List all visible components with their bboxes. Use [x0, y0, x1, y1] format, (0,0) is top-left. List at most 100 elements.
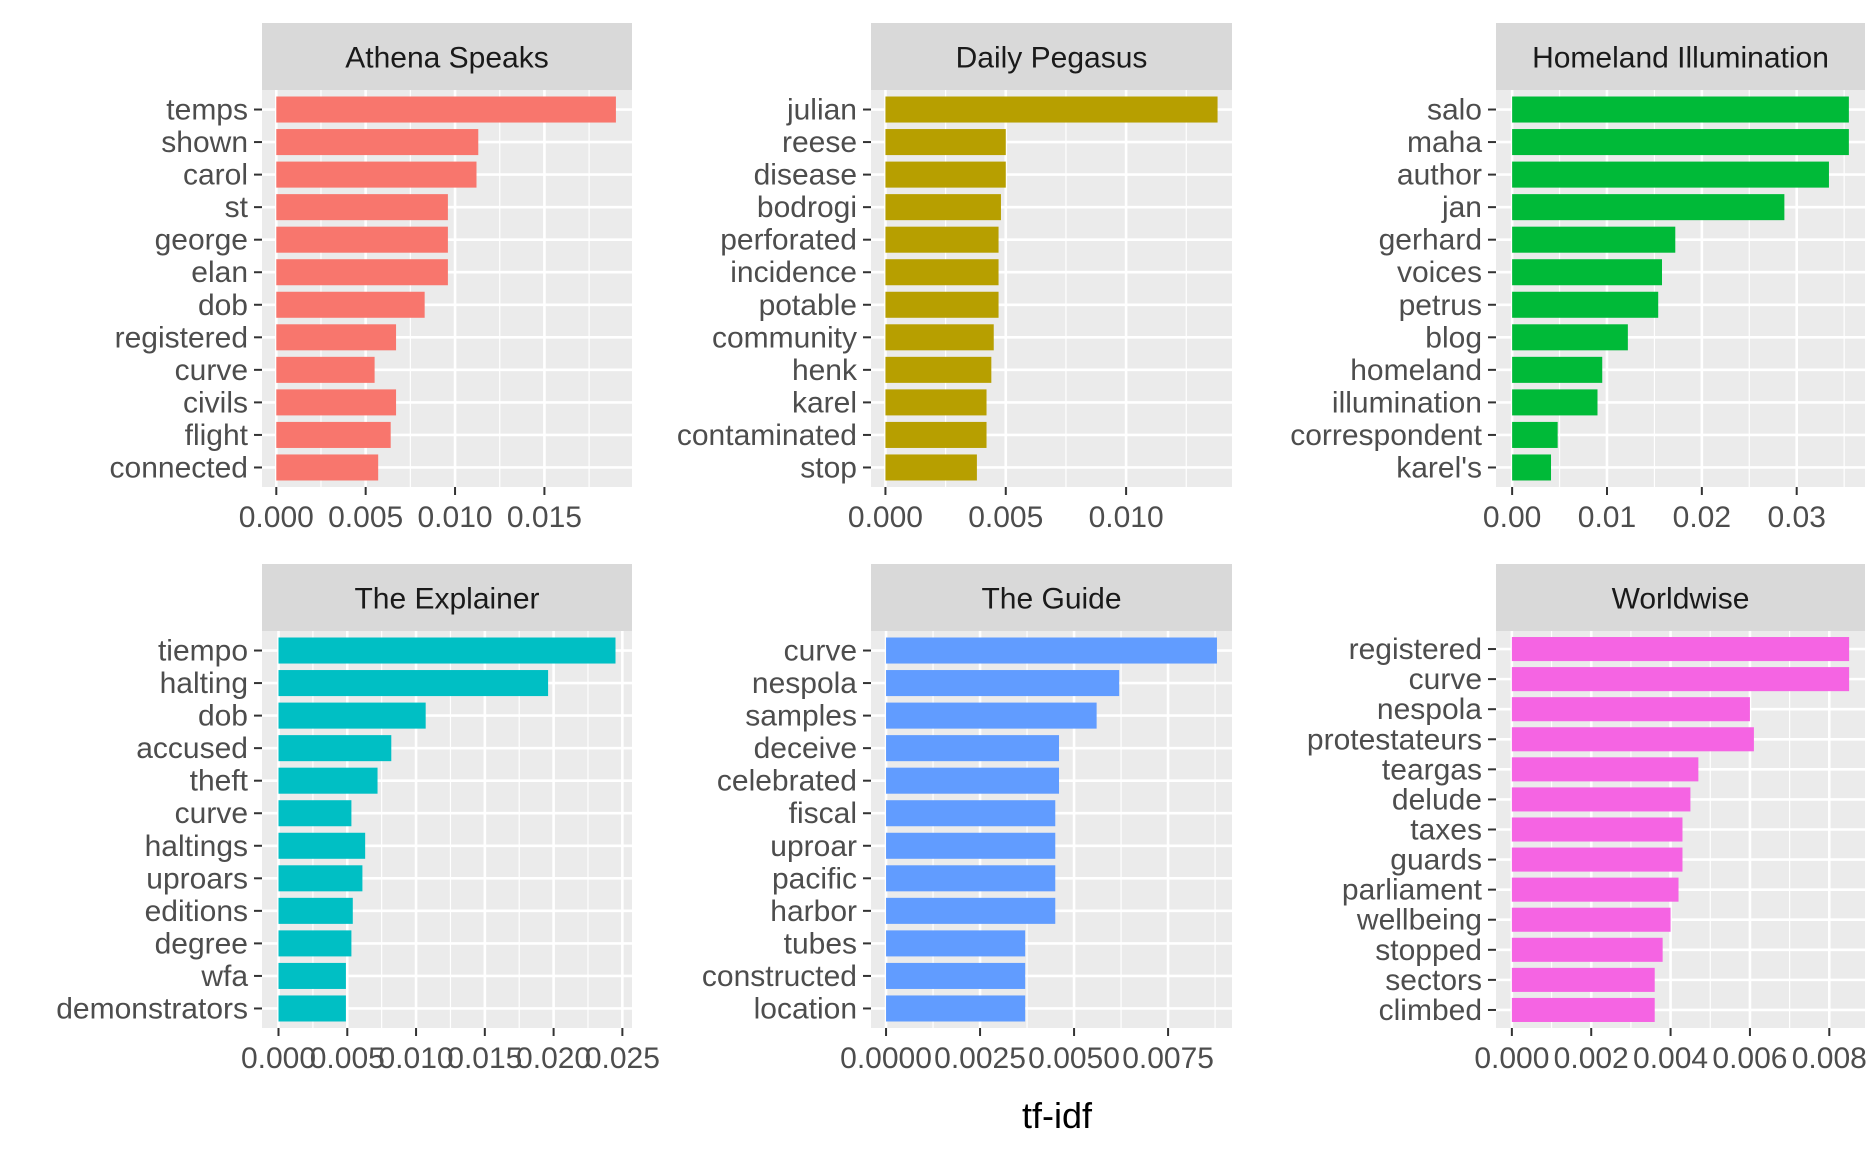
- category-label: potable: [759, 289, 857, 322]
- bar-parliament: [1511, 877, 1679, 902]
- bar-harbor: [886, 897, 1056, 924]
- panel-title: Daily Pegasus: [956, 42, 1148, 75]
- category-label: bodrogi: [757, 191, 857, 224]
- x-tick-label: 0.000: [848, 501, 923, 534]
- category-label: incidence: [730, 256, 857, 289]
- category-label: karel's: [1396, 451, 1482, 484]
- bar-voices: [1512, 259, 1663, 286]
- category-label: blog: [1425, 321, 1482, 354]
- bar-homeland: [1512, 356, 1603, 383]
- category-label: teargas: [1382, 753, 1482, 786]
- category-label: gerhard: [1379, 224, 1482, 257]
- panel-title: Homeland Illumination: [1532, 42, 1829, 75]
- x-tick-label: 0.005: [328, 501, 403, 534]
- category-label: location: [754, 992, 857, 1025]
- bar-maha: [1512, 129, 1849, 156]
- bar-carol: [276, 161, 477, 188]
- category-label: tubes: [784, 927, 857, 960]
- category-label: haltings: [145, 830, 248, 863]
- bar-karel-s: [1512, 454, 1552, 481]
- bar-curve: [1511, 667, 1850, 692]
- category-label: constructed: [702, 960, 857, 993]
- category-label: parliament: [1342, 874, 1483, 907]
- bar-pacific: [886, 865, 1056, 892]
- bar-demonstrators: [278, 995, 346, 1022]
- bar-uproars: [278, 865, 363, 892]
- category-label: climbed: [1379, 994, 1482, 1027]
- category-label: registered: [1349, 633, 1482, 666]
- bar-registered: [1511, 637, 1850, 662]
- x-tick-label: 0.000: [241, 1042, 316, 1075]
- category-label: theft: [190, 765, 249, 798]
- bar-nespola: [886, 670, 1120, 697]
- panel-background: [1496, 90, 1865, 487]
- x-tick-label: 0.005: [968, 501, 1043, 534]
- x-tick-label: 0.002: [1554, 1042, 1629, 1075]
- bar-curve: [276, 356, 375, 383]
- category-label: disease: [754, 159, 857, 192]
- x-tick-label: 0.005: [310, 1042, 385, 1075]
- panel-strip: [1496, 564, 1865, 631]
- category-label: wfa: [200, 960, 248, 993]
- panel-background: [871, 631, 1232, 1028]
- bar-location: [886, 995, 1026, 1022]
- bar-tiempo: [278, 637, 616, 664]
- category-label: accused: [136, 732, 248, 765]
- x-tick-label: 0.008: [1792, 1042, 1867, 1075]
- x-tick-label: 0.0050: [1028, 1042, 1120, 1075]
- bar-wfa: [278, 962, 346, 989]
- bar-halting: [278, 670, 549, 697]
- category-label: maha: [1407, 126, 1482, 159]
- category-label: uproar: [770, 830, 857, 863]
- bar-henk: [885, 356, 992, 383]
- bar-sectors: [1511, 967, 1655, 992]
- bar-curve: [278, 800, 352, 827]
- panel-strip: [1496, 23, 1865, 90]
- bar-editions: [278, 897, 353, 924]
- category-label: julian: [786, 94, 857, 127]
- bar-uproar: [886, 832, 1056, 859]
- bar-wellbeing: [1511, 907, 1671, 932]
- x-tick-label: 0.025: [585, 1042, 660, 1075]
- category-label: demonstrators: [56, 992, 248, 1025]
- bar-community: [885, 324, 994, 351]
- panel-background: [262, 631, 632, 1028]
- category-label: protestateurs: [1307, 723, 1482, 756]
- bar-temps: [276, 96, 616, 123]
- bar-elan: [276, 259, 448, 286]
- panel-athena-speaks: Athena Speaks tempsshowncarolstgeorgeelan…: [110, 23, 632, 534]
- category-label: curve: [784, 635, 857, 668]
- panel-the-explainer: The Explainer tiempohaltingdobaccusedthef…: [56, 564, 660, 1075]
- bar-gerhard: [1512, 226, 1676, 253]
- category-label: tiempo: [158, 635, 248, 668]
- panel-strip: [262, 564, 632, 631]
- bar-degree: [278, 930, 352, 957]
- bar-karel: [885, 389, 987, 416]
- x-tick-label: 0.006: [1712, 1042, 1787, 1075]
- category-label: reese: [782, 126, 857, 159]
- x-tick-label: 0.000: [239, 501, 314, 534]
- category-label: pacific: [772, 862, 857, 895]
- bar-stop: [885, 454, 977, 481]
- x-tick-label: 0.020: [516, 1042, 591, 1075]
- bar-tubes: [886, 930, 1026, 957]
- panel-background: [871, 90, 1232, 487]
- bar-st: [276, 194, 448, 221]
- bar-perforated: [885, 226, 999, 253]
- bar-deceive: [886, 735, 1060, 762]
- category-label: author: [1397, 159, 1482, 192]
- category-label: delude: [1392, 783, 1482, 816]
- panel-strip: [871, 23, 1232, 90]
- bar-registered: [276, 324, 397, 351]
- bar-author: [1512, 161, 1829, 188]
- category-label: registered: [115, 321, 248, 354]
- bar-stopped: [1511, 937, 1663, 962]
- category-label: george: [155, 224, 248, 257]
- bar-reese: [885, 129, 1006, 156]
- category-label: contaminated: [677, 419, 857, 452]
- category-label: petrus: [1399, 289, 1482, 322]
- bar-constructed: [886, 962, 1026, 989]
- category-label: deceive: [754, 732, 857, 765]
- panel-homeland-illumination: Homeland Illumination salomahaauthorjange…: [1290, 23, 1865, 534]
